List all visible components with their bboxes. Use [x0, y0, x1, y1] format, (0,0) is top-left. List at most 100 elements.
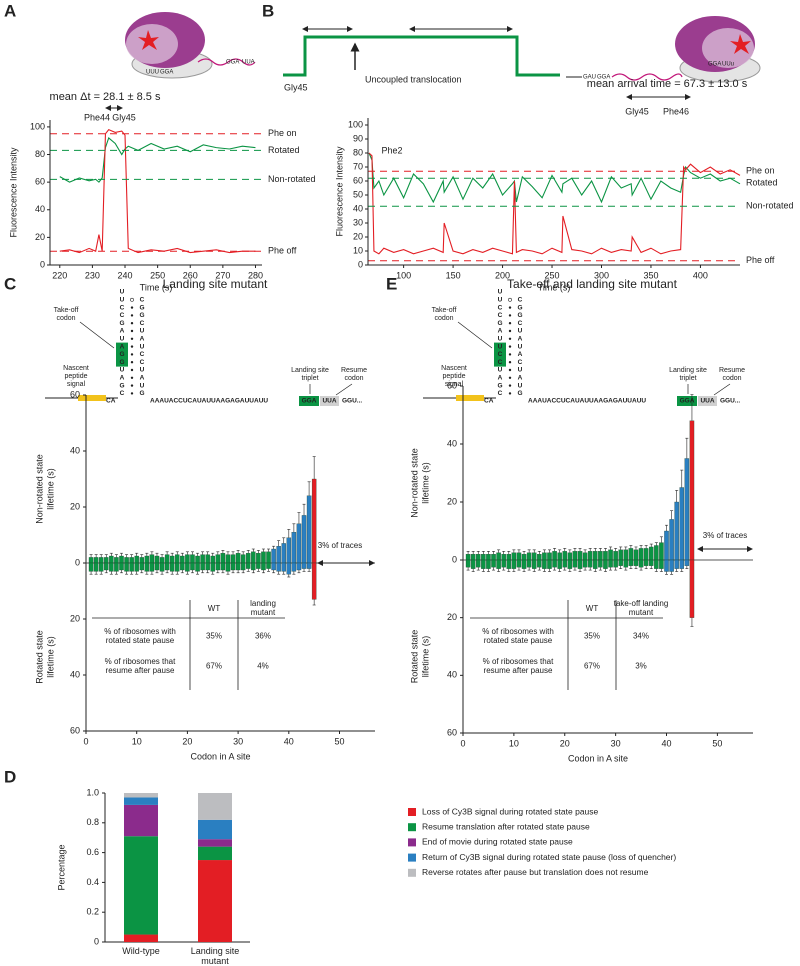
table-header: WT — [208, 604, 221, 613]
x-tick-label: 270 — [215, 270, 230, 280]
annotation: 3% of traces — [318, 541, 362, 550]
codon: GGA — [160, 70, 173, 76]
base-pair — [130, 345, 134, 348]
bar — [291, 532, 297, 564]
y-axis-label: Non-rotated state — [34, 454, 44, 524]
bar — [593, 551, 598, 561]
base: A — [498, 328, 503, 335]
bar — [547, 559, 552, 569]
x-axis-label: Time (s) — [538, 282, 571, 292]
bar — [311, 562, 317, 600]
trace — [368, 152, 741, 255]
annotation: 3% of traces — [703, 531, 747, 540]
table-row-label: % of ribosomes with — [482, 627, 554, 636]
base: C — [498, 390, 503, 397]
bar-segment — [198, 819, 232, 840]
base: U — [140, 367, 145, 374]
base: U — [498, 336, 503, 343]
table-cell: 3% — [635, 662, 647, 671]
bar — [516, 559, 522, 568]
bar — [230, 554, 236, 564]
bar — [496, 552, 501, 561]
sequence: AAAUACCUCAUAUUAAGAGAUUAUU — [528, 398, 646, 405]
label: codon — [344, 375, 363, 382]
bar — [129, 562, 134, 572]
base: C — [140, 297, 145, 304]
base-pair — [130, 361, 134, 364]
reference-label: Phe on — [268, 128, 297, 138]
base: G — [517, 312, 522, 319]
reference-label: Non-rotated — [268, 174, 316, 184]
bar — [521, 559, 527, 569]
trace — [368, 152, 741, 204]
base: C — [498, 359, 503, 366]
bar — [684, 458, 690, 561]
base: UUA — [322, 398, 336, 405]
table-row-label: rotated state pause — [484, 636, 553, 645]
x-tick-label: Wild-type — [122, 946, 160, 956]
chart-title: Take-off and landing site mutant — [507, 277, 678, 291]
bar — [491, 559, 496, 568]
bar — [562, 559, 567, 568]
bar — [486, 559, 491, 569]
bar — [200, 562, 205, 571]
bar — [195, 562, 200, 572]
bar — [215, 554, 221, 564]
bar — [220, 562, 226, 571]
bar — [481, 559, 486, 569]
x-tick-label: 40 — [284, 736, 294, 746]
takeoff-box — [116, 342, 128, 367]
base-pair — [508, 392, 512, 395]
base: U — [120, 289, 125, 296]
base: G — [119, 320, 124, 327]
bar — [603, 551, 608, 561]
y-axis-label: Rotated state — [34, 630, 44, 684]
bar — [225, 554, 231, 564]
bar — [93, 562, 99, 572]
bar — [567, 552, 573, 561]
peptide-signal — [456, 395, 484, 401]
bar — [486, 554, 491, 561]
legend-label: End of movie during rotated state pause — [422, 837, 573, 847]
y-tick-label: 40 — [70, 445, 80, 455]
y-axis-label: lifetime (s) — [45, 636, 55, 678]
bar — [603, 559, 608, 569]
base-pair — [130, 337, 134, 340]
bar-segment — [124, 836, 158, 935]
base: C — [140, 320, 145, 327]
bar — [476, 554, 481, 561]
bar — [109, 562, 114, 572]
base-pair — [130, 314, 134, 317]
base-pair — [508, 306, 512, 309]
label-arrow — [79, 321, 115, 349]
bar-segment — [124, 934, 158, 942]
bar — [643, 559, 649, 566]
legend-swatch — [408, 853, 416, 862]
y-tick-label: 10 — [353, 245, 363, 255]
table-row-label: % of ribosomes with — [104, 627, 176, 636]
bar — [149, 562, 155, 572]
reference-label: Non-rotated — [746, 201, 794, 211]
bar — [134, 555, 139, 564]
bar — [235, 562, 241, 571]
bar — [679, 487, 685, 561]
reference-label: Phe on — [746, 166, 775, 176]
bar — [587, 559, 593, 568]
label: triplet — [301, 375, 318, 382]
base: C — [498, 312, 503, 319]
bar — [251, 562, 256, 571]
bar — [577, 559, 583, 569]
base: A — [518, 336, 523, 343]
x-tick-label: 350 — [643, 270, 658, 280]
base: C — [518, 297, 523, 304]
legend-swatch — [408, 823, 416, 832]
schematic: UUU GGA GGA UUA Gly45 Uncoupled transloc… — [125, 12, 761, 92]
bar — [689, 420, 695, 561]
bar — [129, 557, 134, 564]
bar — [654, 545, 659, 561]
base-pair — [508, 322, 512, 325]
table-row-label: % of ribosomes that — [483, 657, 554, 666]
table-cell: 4% — [257, 662, 269, 671]
bar — [134, 562, 139, 572]
